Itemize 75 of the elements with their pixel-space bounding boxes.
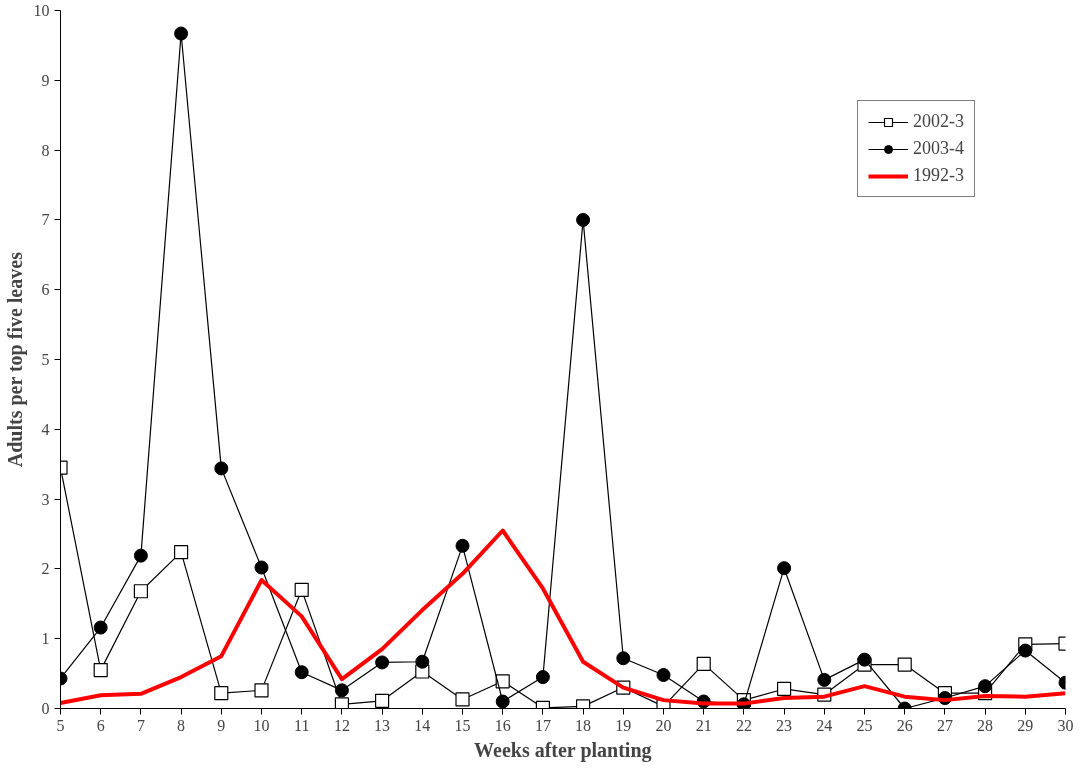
point xyxy=(455,538,470,553)
x-tick-label: 22 xyxy=(735,716,752,734)
x-tick-label: 17 xyxy=(534,716,551,734)
y-tick-label: 8 xyxy=(41,141,50,159)
point xyxy=(334,683,349,698)
point xyxy=(817,672,832,687)
legend-label: 2003-4 xyxy=(913,138,964,159)
point xyxy=(214,461,229,476)
x-tick-label: 10 xyxy=(253,716,270,734)
x-axis-title: Weeks after planting xyxy=(474,738,652,762)
x-tick-label: 16 xyxy=(494,716,511,734)
x-tick-label: 21 xyxy=(695,716,712,734)
x-tick-label: 29 xyxy=(1017,716,1034,734)
point xyxy=(294,582,309,597)
y-tick-label: 3 xyxy=(41,490,50,508)
legend-label: 1992-3 xyxy=(913,165,964,186)
point xyxy=(455,692,470,707)
x-tick-label: 18 xyxy=(575,716,592,734)
y-tick-label: 4 xyxy=(41,420,50,438)
point xyxy=(576,212,591,227)
x-tick-label: 15 xyxy=(454,716,471,734)
point xyxy=(777,561,792,576)
point xyxy=(375,693,390,708)
x-tick-label: 5 xyxy=(56,716,65,734)
point xyxy=(254,683,269,698)
x-tick-label: 20 xyxy=(655,716,672,734)
point xyxy=(415,654,430,669)
point xyxy=(334,697,349,709)
y-tick-label: 9 xyxy=(41,71,50,89)
x-tick-label: 19 xyxy=(615,716,632,734)
point xyxy=(978,679,993,694)
point xyxy=(214,686,229,701)
point xyxy=(616,651,631,666)
y-tick-label: 1 xyxy=(41,630,50,648)
x-tick-label: 6 xyxy=(96,716,105,734)
x-tick-label: 7 xyxy=(136,716,145,734)
x-tick-label: 30 xyxy=(1057,716,1074,734)
point xyxy=(133,584,148,599)
y-tick-label: 10 xyxy=(33,2,50,19)
x-tick-label: 11 xyxy=(294,716,310,734)
x-tick-label: 24 xyxy=(816,716,833,734)
y-tick-label: 6 xyxy=(41,281,50,299)
x-tick-label: 25 xyxy=(856,716,873,734)
point xyxy=(857,652,872,667)
point xyxy=(535,670,550,685)
legend-label: 2002-3 xyxy=(913,111,964,132)
y-tick-label: 2 xyxy=(41,560,50,578)
point xyxy=(93,620,108,635)
y-tick-label: 7 xyxy=(41,211,50,229)
point xyxy=(495,674,510,689)
x-tick-label: 23 xyxy=(776,716,793,734)
x-tick-label: 27 xyxy=(936,716,953,734)
point xyxy=(133,548,148,563)
y-tick-label: 5 xyxy=(41,351,50,368)
x-tick-label: 28 xyxy=(977,716,994,734)
point xyxy=(254,560,269,575)
point xyxy=(495,694,510,709)
point xyxy=(656,668,671,682)
point xyxy=(696,656,711,671)
point xyxy=(294,665,309,680)
point xyxy=(93,663,108,678)
point xyxy=(897,657,912,672)
x-tick-label: 8 xyxy=(177,716,186,734)
point xyxy=(1018,643,1033,658)
y-tick-label: 0 xyxy=(41,700,50,717)
x-tick-label: 14 xyxy=(414,716,431,734)
x-tick-label: 26 xyxy=(896,716,913,734)
y-axis-title: Adults per top five leaves xyxy=(3,251,27,468)
x-tick-label: 12 xyxy=(333,716,350,734)
point xyxy=(375,655,390,670)
x-tick-label: 9 xyxy=(217,716,226,734)
point xyxy=(174,26,189,41)
point xyxy=(777,681,792,697)
point xyxy=(174,545,189,560)
x-tick-label: 13 xyxy=(374,716,391,734)
